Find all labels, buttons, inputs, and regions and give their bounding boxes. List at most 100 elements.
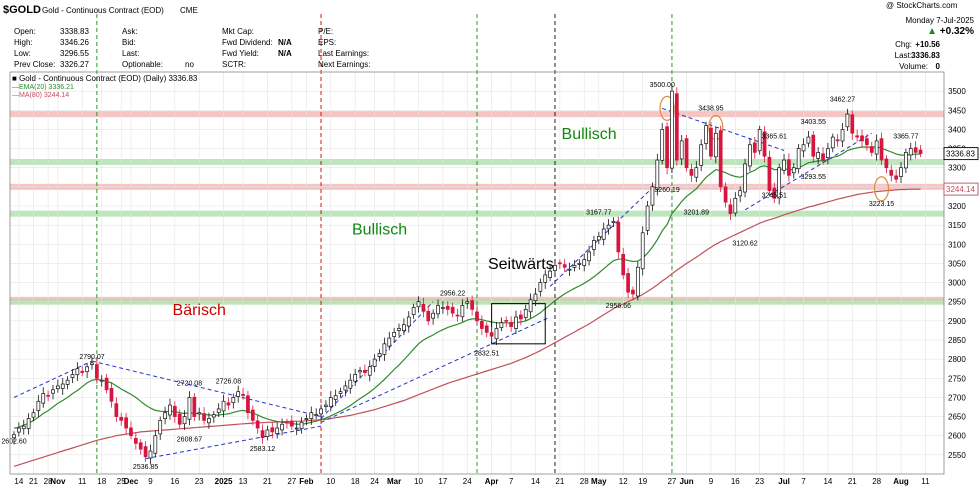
- candle-body: [582, 259, 587, 267]
- eps-label: EPS:: [318, 38, 337, 47]
- candle-body: [133, 438, 138, 444]
- trendline: [145, 425, 322, 460]
- candle-body: [246, 395, 250, 414]
- candle-body: [294, 427, 299, 430]
- highlight-ellipse: [873, 176, 890, 202]
- candle-body: [216, 408, 221, 413]
- candle-body: [782, 159, 786, 171]
- x-tick-label: Dec: [124, 477, 139, 486]
- candle-body: [250, 409, 255, 421]
- candle-body: [406, 316, 411, 327]
- price-label: 2720.08: [177, 381, 202, 388]
- candle-body: [158, 420, 163, 435]
- y-tick-label: 2800: [948, 355, 966, 364]
- candle-body: [265, 429, 270, 437]
- candle-body: [402, 324, 406, 331]
- price-label: 3120.62: [732, 240, 757, 247]
- candle-body: [153, 435, 158, 454]
- candle-body: [299, 421, 304, 430]
- candle-body: [104, 377, 109, 391]
- annotation-text: Bullisch: [562, 126, 617, 143]
- candle-body: [899, 167, 903, 177]
- pe-label: P/E:: [318, 27, 334, 36]
- y-tick-label: 3450: [948, 106, 966, 115]
- x-tick-label: 9: [709, 477, 714, 486]
- line-icon: —: [12, 92, 19, 99]
- x-tick-label: 13: [239, 477, 248, 486]
- candle-body: [772, 187, 777, 199]
- candle-body: [850, 114, 855, 134]
- x-tick-label: 18: [97, 477, 106, 486]
- candle-body: [90, 362, 94, 365]
- candle-body: [626, 273, 630, 293]
- candle-body: [821, 153, 825, 161]
- candle-body: [275, 427, 280, 434]
- candle-body: [567, 268, 572, 271]
- candle-body: [36, 400, 41, 411]
- candle-body: [363, 369, 367, 373]
- y-tick-label: 2600: [948, 432, 966, 441]
- candle-body: [426, 310, 431, 322]
- plot-frame: [9, 71, 945, 475]
- legend-price-text: Gold - Continuous Contract (EOD) (Daily)…: [19, 74, 198, 83]
- price-label: 2602.60: [1, 439, 26, 446]
- candle-body: [835, 139, 840, 142]
- candle-body: [187, 397, 192, 420]
- candle-body: [484, 325, 489, 333]
- candle-body: [918, 149, 923, 154]
- candle-body: [816, 152, 821, 159]
- candle-body: [285, 421, 289, 424]
- price-label: 3293.55: [801, 174, 826, 181]
- candle-body: [348, 379, 353, 389]
- candle-body: [879, 138, 884, 161]
- x-tick-label: 21: [263, 477, 272, 486]
- candle-body: [94, 364, 99, 379]
- prev-close-value: 3326.27: [60, 60, 89, 69]
- x-tick-label: 7: [801, 477, 806, 486]
- price-label: 2608.67: [177, 436, 202, 443]
- y-tick-label: 3500: [948, 87, 966, 96]
- up-triangle-icon: ▲: [927, 26, 938, 37]
- candle-body: [455, 314, 460, 317]
- candle-body: [826, 148, 830, 158]
- candle-body: [12, 434, 16, 439]
- candle-body: [304, 418, 309, 420]
- candle-body: [17, 427, 21, 433]
- x-tick-label: 9: [148, 477, 153, 486]
- candle-body: [163, 412, 167, 420]
- x-tick-label: 10: [326, 477, 335, 486]
- x-tick-label: 28: [872, 477, 881, 486]
- candle-body: [519, 314, 523, 320]
- x-tick-label: 27: [667, 477, 676, 486]
- x-tick-label: Aug: [893, 477, 909, 486]
- x-tick-label: 28: [580, 477, 589, 486]
- candle-body: [129, 427, 133, 437]
- candle-body: [806, 136, 811, 144]
- candle-body: [718, 130, 723, 188]
- x-tick-label: 14: [14, 477, 23, 486]
- candle-body: [894, 175, 898, 180]
- chg-value: +10.56: [915, 40, 940, 49]
- candle-body: [723, 186, 728, 203]
- candle-body: [660, 129, 665, 161]
- candle-body: [465, 301, 470, 304]
- candle-body: [421, 304, 426, 312]
- candle-body: [382, 343, 387, 355]
- optionable-value: no: [185, 60, 194, 69]
- candle-body: [85, 366, 89, 372]
- candle-body: [631, 289, 635, 295]
- legend-ma: —MA(80) 3244.14: [12, 91, 69, 101]
- y-tick-label: 2550: [948, 451, 966, 460]
- candle-body: [670, 90, 674, 169]
- candle-body: [436, 305, 440, 315]
- x-tick-label: 2025: [215, 477, 233, 486]
- candle-body: [743, 163, 747, 193]
- candle-body: [645, 205, 650, 231]
- candle-body: [557, 262, 562, 265]
- last-value-tag-text: 3244.14: [946, 185, 975, 194]
- fwd-yield-value: N/A: [278, 49, 292, 58]
- candle-body: [577, 263, 582, 265]
- candle-body: [694, 167, 699, 178]
- x-tick-label: 17: [438, 477, 447, 486]
